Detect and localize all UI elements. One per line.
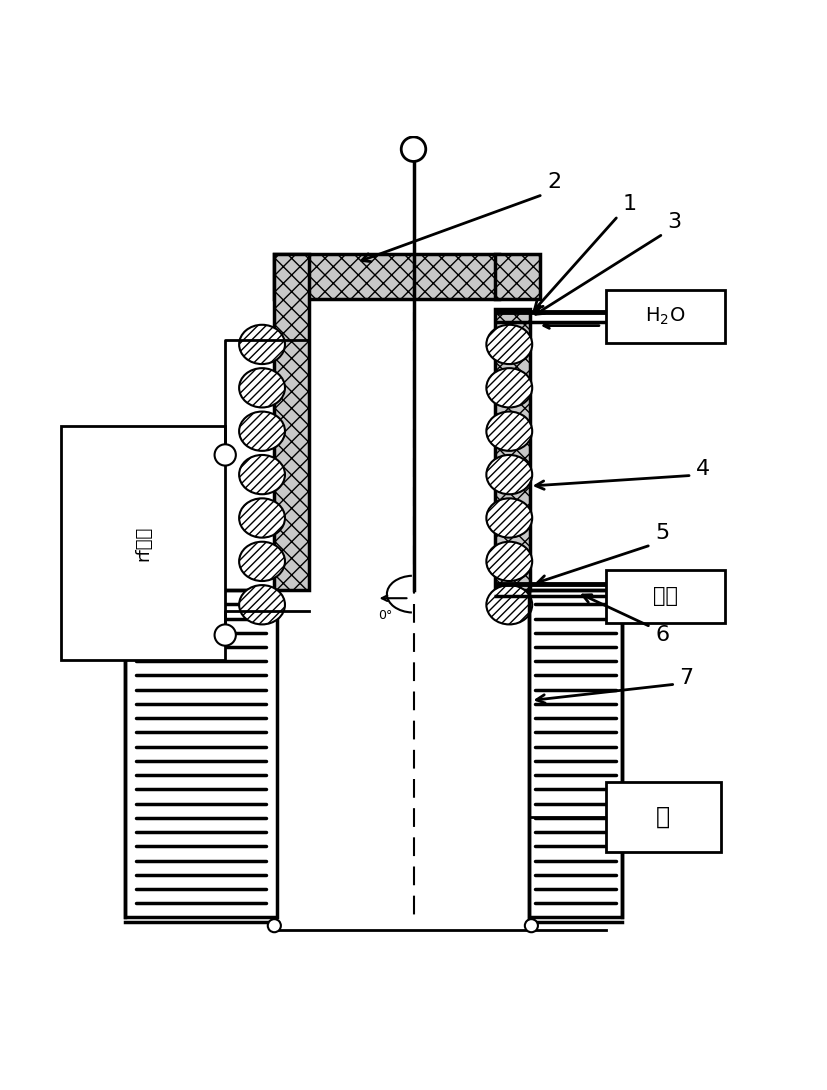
- Bar: [529, 590, 622, 918]
- Ellipse shape: [239, 325, 285, 364]
- Text: H$_2$O: H$_2$O: [645, 305, 686, 327]
- Bar: [606, 783, 720, 852]
- Bar: [275, 254, 500, 300]
- Text: 2: 2: [547, 172, 561, 192]
- Ellipse shape: [239, 412, 285, 451]
- Ellipse shape: [486, 368, 533, 408]
- Ellipse shape: [486, 455, 533, 494]
- Bar: [61, 426, 225, 659]
- Bar: [275, 254, 308, 590]
- Ellipse shape: [239, 368, 285, 408]
- Circle shape: [214, 625, 236, 645]
- Ellipse shape: [486, 412, 533, 451]
- Text: 5: 5: [655, 523, 669, 543]
- Text: 样品: 样品: [653, 586, 678, 606]
- Ellipse shape: [239, 585, 285, 625]
- Text: rf电源: rf电源: [134, 525, 152, 560]
- Bar: [495, 254, 540, 300]
- Circle shape: [525, 919, 538, 932]
- Ellipse shape: [239, 542, 285, 581]
- Circle shape: [268, 919, 281, 932]
- Text: 7: 7: [680, 667, 694, 688]
- Ellipse shape: [486, 585, 533, 625]
- Ellipse shape: [239, 498, 285, 537]
- Bar: [495, 310, 530, 590]
- Circle shape: [401, 137, 426, 161]
- Text: 3: 3: [667, 211, 681, 232]
- Text: 1: 1: [622, 194, 637, 214]
- Text: 6: 6: [655, 625, 669, 645]
- Ellipse shape: [486, 325, 533, 364]
- Circle shape: [214, 445, 236, 465]
- Bar: [606, 570, 724, 622]
- Text: 泵: 泵: [656, 806, 670, 829]
- Ellipse shape: [239, 455, 285, 494]
- Ellipse shape: [486, 498, 533, 537]
- Text: 4: 4: [696, 459, 710, 479]
- Text: 0°: 0°: [378, 609, 392, 622]
- Bar: [126, 590, 277, 918]
- Ellipse shape: [486, 542, 533, 581]
- Bar: [606, 290, 724, 342]
